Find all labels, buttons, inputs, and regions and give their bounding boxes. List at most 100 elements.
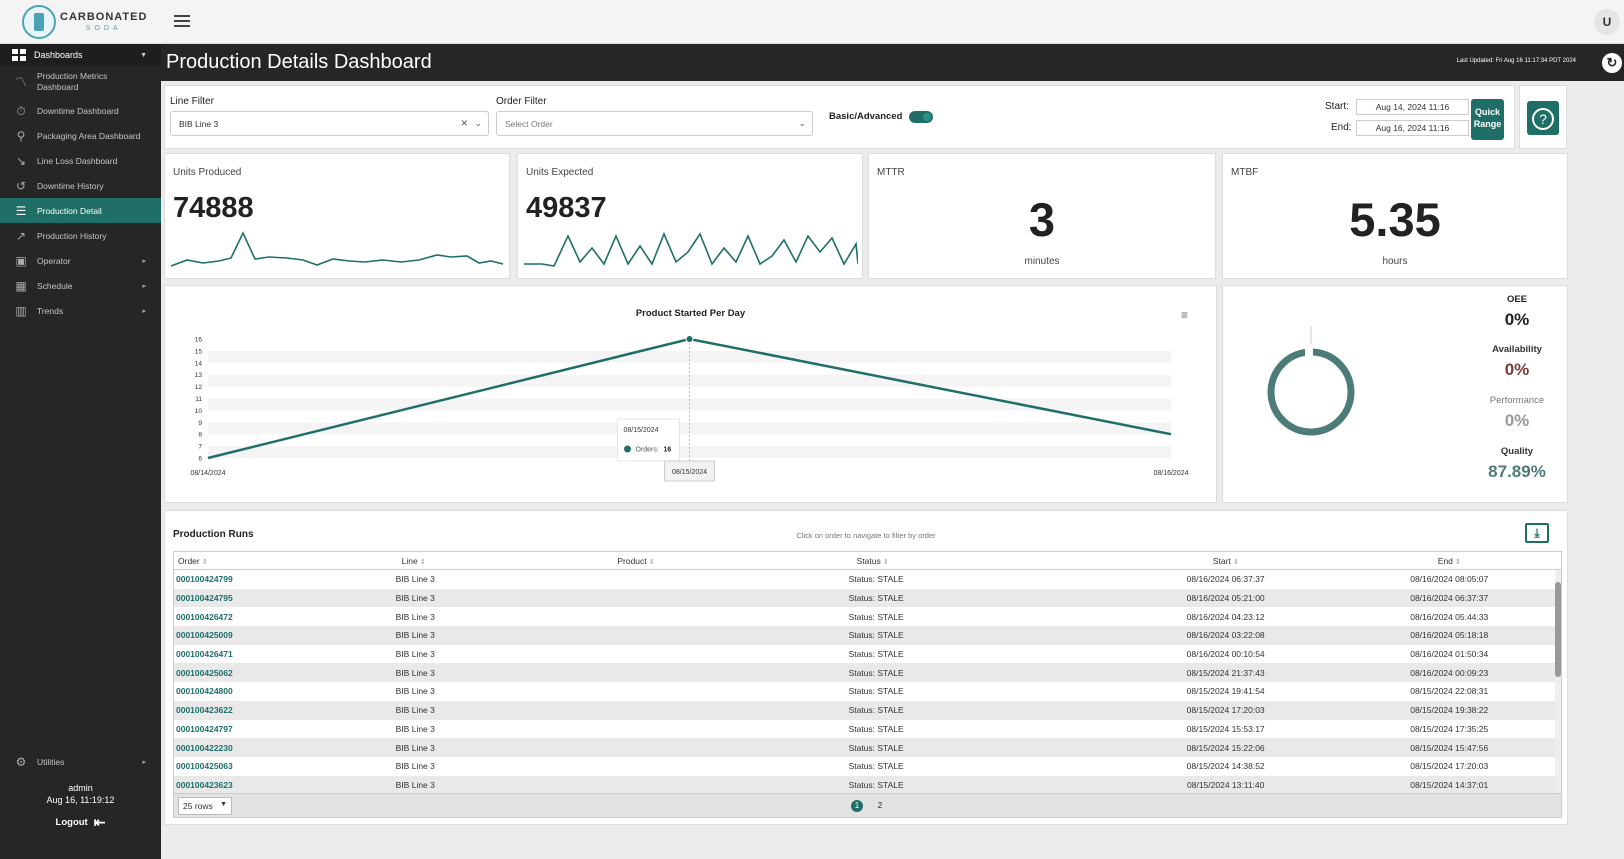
clear-icon[interactable]: ✕: [460, 118, 468, 128]
logout-button[interactable]: Logout ⇤: [0, 814, 161, 831]
list-detail-icon: ☰: [15, 203, 27, 218]
table-cell: Status: STALE: [848, 611, 904, 622]
tooltip-box: [617, 418, 680, 462]
filter-panel: Line Filter BIB Line 3 ✕ ⌄ Order Filter …: [164, 85, 1515, 149]
oee-card: OEE 0% Availability 0% Performance 0% Qu…: [1222, 285, 1568, 503]
chart-menu-icon[interactable]: ≡: [1180, 308, 1188, 322]
sidebar: Dashboards ▼ 〽 Production Metrics Dashbo…: [0, 44, 161, 859]
sidebar-item-downtime-dashboard[interactable]: ⏱ Downtime Dashboard: [0, 98, 161, 123]
order-link[interactable]: 000100426472: [176, 611, 233, 622]
order-link[interactable]: 000100424797: [176, 723, 233, 734]
table-row[interactable]: 000100424797 BIB Line 3 Status: STALE 08/15…: [174, 720, 1561, 739]
table-row[interactable]: 000100424800 BIB Line 3 Status: STALE 08/15…: [174, 682, 1561, 701]
column-header-order[interactable]: Order ⇕: [178, 555, 208, 566]
sidebar-item-packaging-area[interactable]: ⚲ Packaging Area Dashboard: [0, 123, 161, 148]
hamburger-menu-icon[interactable]: [174, 15, 190, 29]
last-updated-text: Last Updated: Fri Aug 16 11:17:34 PDT 20…: [1456, 58, 1576, 64]
brand-logo[interactable]: CARBONATED SODA: [22, 4, 147, 40]
sidebar-item-utilities[interactable]: ⚙ Utilities ▸: [0, 749, 161, 774]
gauge-ring: [1267, 348, 1355, 436]
page-header: Production Details Dashboard Last Update…: [161, 44, 1624, 81]
sidebar-item-label: Production History: [37, 230, 107, 241]
sidebar-item-downtime-history[interactable]: ↺ Downtime History: [0, 173, 161, 198]
table-cell: Status: STALE: [848, 686, 904, 697]
end-date-input[interactable]: Aug 16, 2024 11:16: [1356, 120, 1469, 136]
chart-line-icon: 〽: [14, 75, 27, 89]
line-filter-select[interactable]: BIB Line 3 ✕ ⌄: [170, 111, 489, 136]
table-cell: Status: STALE: [848, 630, 904, 641]
mttr-card: MTTR 3 minutes: [868, 153, 1216, 279]
line-chart: 6 7 8 9 10 11 12 13 14 15 16 08/14/2024 08/15/2024 08…: [190, 335, 1189, 482]
refresh-icon[interactable]: ↻: [1602, 53, 1622, 73]
chevron-right-icon: ▸: [142, 307, 146, 315]
units-expected-value: 49837: [526, 192, 607, 224]
table-row[interactable]: 000100424795 BIB Line 3 Status: STALE 08/16…: [174, 588, 1561, 608]
sidebar-item-operator[interactable]: ▣ Operator ▸: [0, 248, 161, 273]
order-link[interactable]: 000100424799: [176, 574, 233, 585]
table-cell: 08/15/2024 17:20:03: [1186, 705, 1265, 716]
sidebar-item-label: Downtime History: [37, 180, 104, 191]
rows-per-page-select[interactable]: 25 rows ▼: [178, 797, 232, 815]
table-cell: Status: STALE: [848, 723, 904, 734]
performance-value: 0%: [1504, 411, 1530, 430]
sidebar-item-production-detail[interactable]: ☰ Production Detail: [0, 198, 161, 223]
sidebar-item-production-history[interactable]: ↗ Production History: [0, 223, 161, 248]
page-2-button[interactable]: 2: [877, 801, 883, 810]
x-tick-label: 08/14/2024: [190, 470, 225, 477]
availability-value: 0%: [1504, 360, 1530, 379]
table-cell: 08/15/2024 14:38:52: [1186, 761, 1265, 772]
table-row[interactable]: 000100425063 BIB Line 3 Status: STALE 08/15…: [174, 757, 1561, 776]
column-header-status[interactable]: Status ⇕: [856, 555, 889, 566]
table-row[interactable]: 000100424799 BIB Line 3 Status: STALE 08/16…: [174, 570, 1561, 589]
sidebar-item-label: Production Detail: [37, 205, 102, 216]
order-link[interactable]: 000100424795: [176, 593, 233, 604]
table-cell: BIB Line 3: [395, 574, 435, 585]
table-row[interactable]: 000100425062 BIB Line 3 Status: STALE 08/15…: [174, 663, 1561, 683]
sidebar-section-dashboards[interactable]: Dashboards ▼: [0, 44, 161, 66]
table-row[interactable]: 000100423623 BIB Line 3 Status: STALE 08/15…: [174, 775, 1561, 793]
current-datetime: Aug 16, 11:19:12: [46, 795, 115, 805]
order-link[interactable]: 000100422230: [176, 742, 233, 753]
basic-advanced-toggle[interactable]: [909, 111, 933, 123]
column-header-product[interactable]: Product ⇕: [617, 555, 655, 566]
sidebar-item-schedule[interactable]: ▦ Schedule ▸: [0, 273, 161, 298]
table-cell: Status: STALE: [848, 593, 904, 604]
oee-gauge: [1267, 326, 1355, 436]
table-row[interactable]: 000100426472 BIB Line 3 Status: STALE 08/16…: [174, 607, 1561, 626]
page-1-button[interactable]: 1: [851, 800, 863, 812]
availability-label: Availability: [1492, 344, 1542, 355]
table-scrollbar[interactable]: [1555, 570, 1561, 793]
table-row[interactable]: 000100423622 BIB Line 3 Status: STALE 08/15…: [174, 700, 1561, 720]
sidebar-item-label: Trends: [37, 305, 64, 316]
table-row[interactable]: 000100422230 BIB Line 3 Status: STALE 08/15…: [174, 738, 1561, 757]
tooltip-date: 08/15/2024: [624, 427, 659, 434]
table-cell: 08/16/2024 08:05:07: [1410, 574, 1489, 585]
table-row[interactable]: 000100425009 BIB Line 3 Status: STALE 08/16…: [174, 626, 1561, 645]
sidebar-item-trends[interactable]: ▥ Trends ▸: [0, 298, 161, 323]
sidebar-item-production-metrics[interactable]: 〽 Production Metrics Dashboard: [0, 66, 161, 98]
column-header-end[interactable]: End ⇕: [1437, 555, 1461, 566]
order-link[interactable]: 000100426471: [176, 649, 233, 660]
table-row[interactable]: 000100426471 BIB Line 3 Status: STALE 08/16…: [174, 645, 1561, 664]
order-link[interactable]: 000100425063: [176, 761, 233, 772]
sidebar-item-label: Production Metrics Dashboard: [37, 71, 108, 92]
order-link[interactable]: 000100425009: [176, 630, 233, 641]
tooltip-series-label: Orders:: [636, 447, 659, 454]
sidebar-item-line-loss[interactable]: ↘ Line Loss Dashboard: [0, 148, 161, 173]
order-link[interactable]: 000100424800: [176, 686, 233, 697]
quality-metric: Quality 87.89%: [1467, 446, 1567, 482]
user-avatar[interactable]: U: [1594, 9, 1620, 35]
download-icon[interactable]: ⤓: [1525, 523, 1549, 543]
performance-metric: Performance 0%: [1467, 395, 1567, 431]
gauge-gap: [1305, 347, 1313, 357]
order-link[interactable]: 000100423623: [176, 779, 233, 790]
order-link[interactable]: 000100425062: [176, 667, 233, 678]
order-filter-select[interactable]: Select Order ⌄: [496, 111, 813, 136]
quick-range-button[interactable]: Quick Range: [1471, 99, 1504, 140]
help-button[interactable]: ?: [1527, 101, 1559, 135]
order-link[interactable]: 000100423622: [176, 705, 233, 716]
table-cell: BIB Line 3: [395, 611, 435, 622]
column-header-start[interactable]: Start ⇕: [1212, 555, 1239, 566]
start-date-input[interactable]: Aug 14, 2024 11:16: [1356, 99, 1469, 115]
column-header-line[interactable]: Line ⇕: [401, 555, 426, 566]
